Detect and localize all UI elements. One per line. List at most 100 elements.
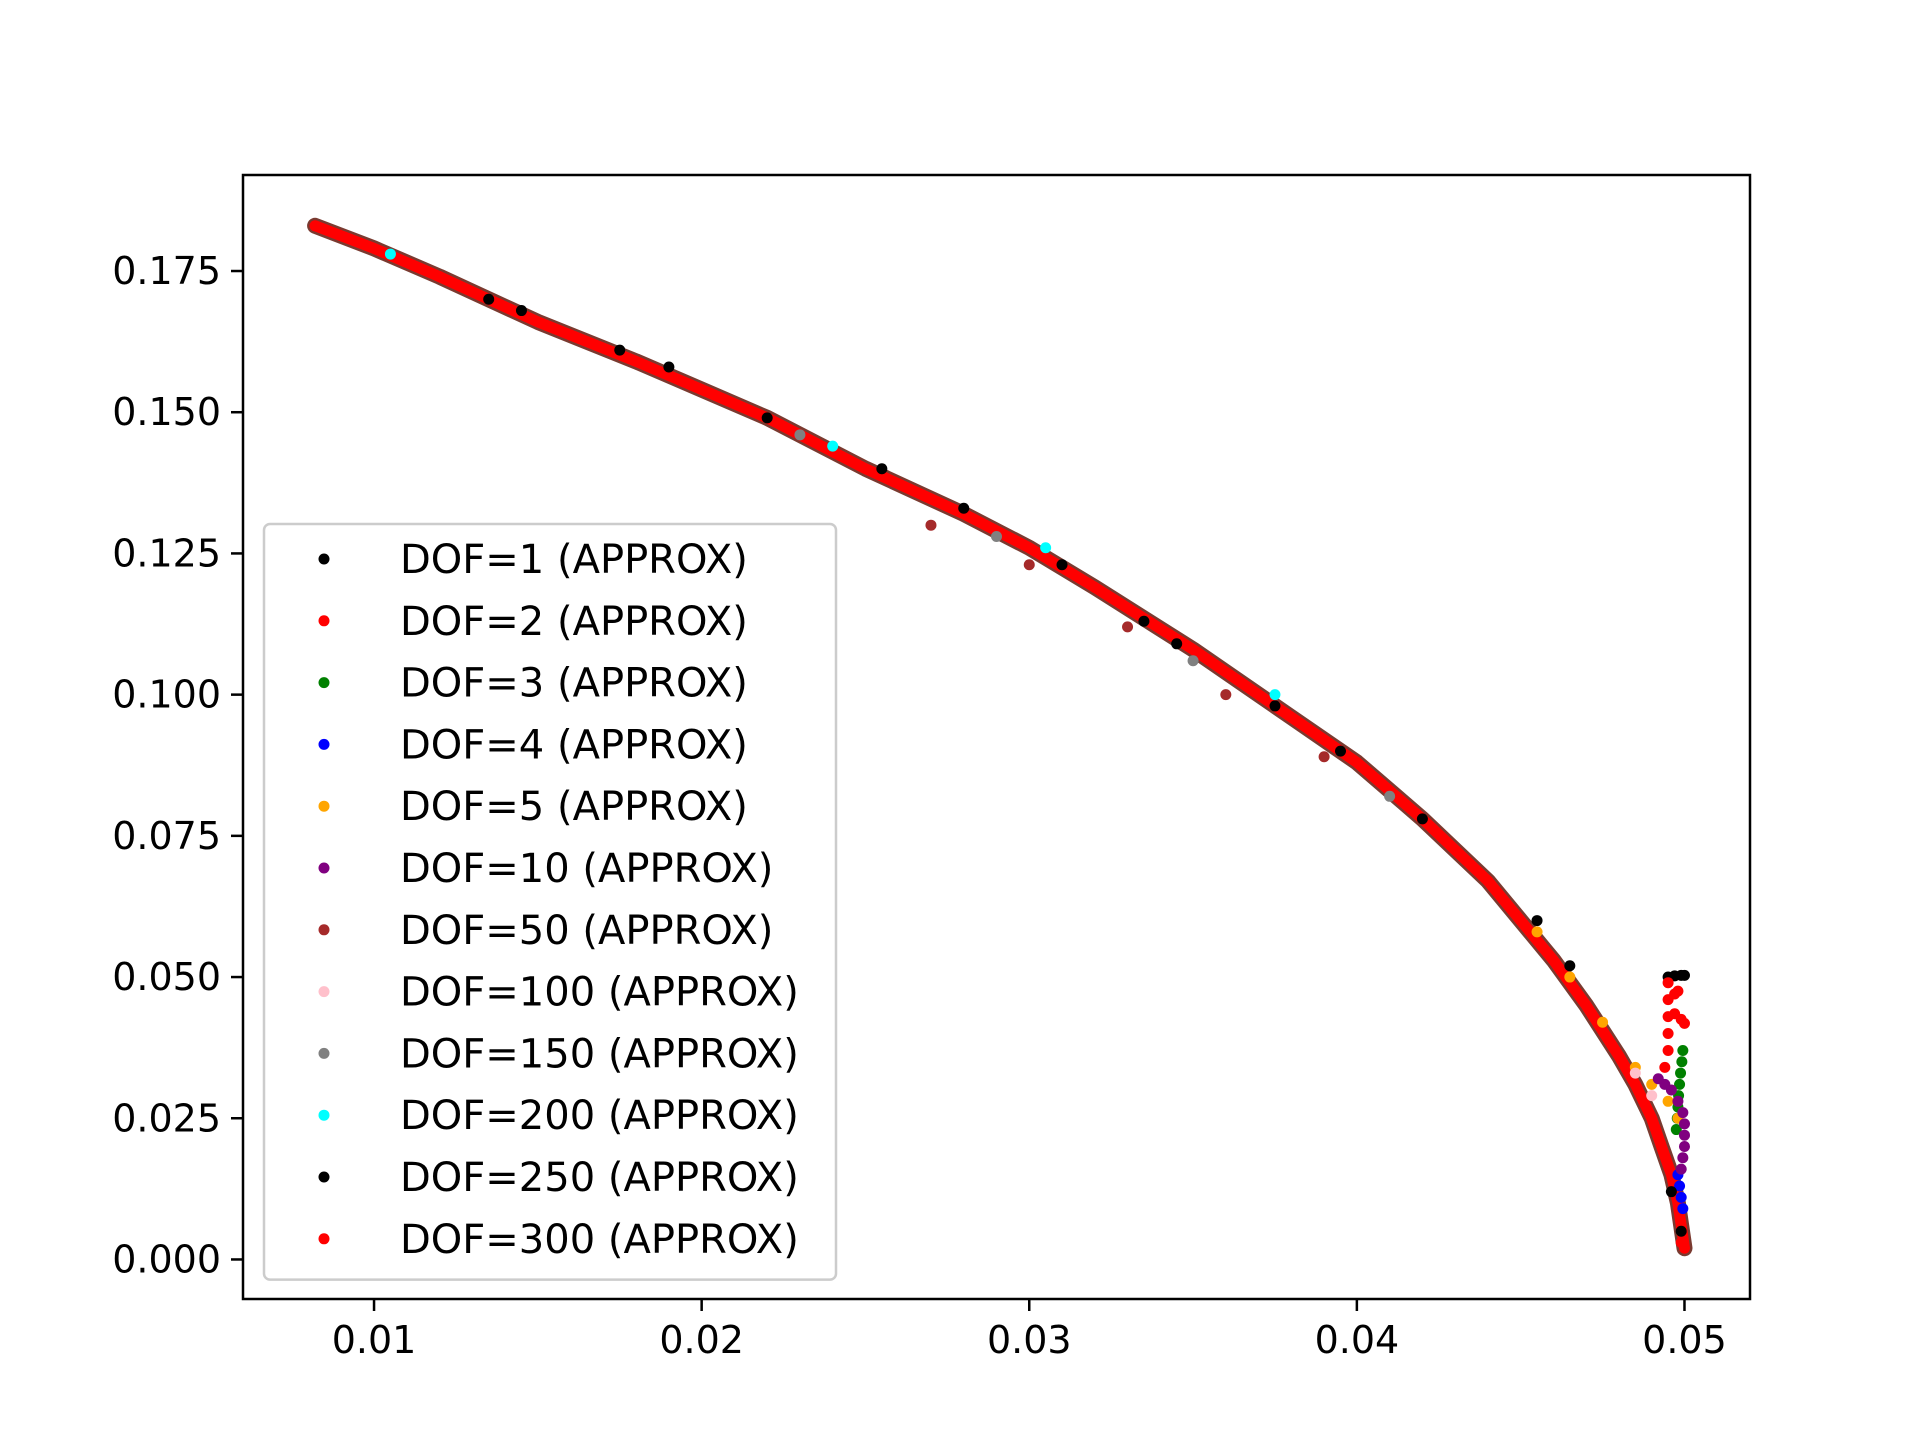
y-tick-label-5: 0.125: [112, 531, 221, 575]
x-tick-label-3: 0.04: [1315, 1318, 1400, 1362]
legend-label-9: DOF=200 (APPROX): [400, 1093, 799, 1139]
point-5-4: [1677, 1107, 1689, 1119]
point-4-0: [1531, 926, 1543, 938]
legend-marker-6: [318, 924, 330, 936]
point-6-4: [1318, 751, 1330, 763]
point-5-9: [1675, 1163, 1687, 1175]
x-tick-label-1: 0.02: [659, 1318, 744, 1362]
series-6: [925, 519, 1330, 763]
point-11-1: [434, 271, 446, 283]
point-9-3: [1269, 689, 1281, 701]
point-2-7: [1670, 1124, 1682, 1136]
point-1-10: [1672, 985, 1684, 997]
legend-marker-0: [318, 553, 330, 565]
point-9-2: [1040, 542, 1052, 554]
point-11-2: [696, 384, 708, 396]
point-5-3: [1672, 1095, 1684, 1107]
series-0: [483, 293, 1690, 983]
point-1-4: [1662, 1044, 1674, 1056]
y-tick-label-3: 0.075: [112, 814, 221, 858]
point-11-3: [1089, 581, 1101, 593]
point-5-2: [1665, 1084, 1677, 1096]
point-10-7: [1675, 1225, 1687, 1237]
legend-label-0: DOF=1 (APPROX): [400, 537, 748, 583]
point-2-2: [1675, 1067, 1687, 1079]
point-10-6: [1665, 1186, 1677, 1198]
point-9-0: [384, 248, 396, 260]
x-tick-label-4: 0.05: [1642, 1318, 1727, 1362]
point-0-12: [1678, 969, 1690, 981]
y-axis: 0.000 0.025 0.050 0.075 0.100 0.125 0.150 0.175: [112, 249, 243, 1281]
y-tick-label-1: 0.025: [112, 1096, 221, 1140]
legend-marker-5: [318, 862, 330, 874]
point-7-0: [1629, 1067, 1641, 1079]
axes-frame: [241, 173, 1752, 1301]
point-0-3: [876, 463, 888, 475]
point-3-1: [1674, 1180, 1686, 1192]
series-9: [384, 248, 1281, 701]
point-2-1: [1676, 1056, 1688, 1068]
plot-area: [307, 217, 1693, 1257]
point-1-5: [1659, 1061, 1671, 1073]
legend-marker-8: [318, 1047, 330, 1059]
point-10-0: [515, 305, 527, 317]
legend-label-8: DOF=150 (APPROX): [400, 1031, 799, 1077]
series-10: [515, 305, 1687, 1237]
point-10-5: [1564, 960, 1576, 972]
point-10-2: [958, 502, 970, 514]
point-8-2: [1187, 655, 1199, 667]
point-0-1: [614, 344, 626, 356]
point-1-3: [1662, 1028, 1674, 1040]
legend-label-11: DOF=300 (APPROX): [400, 1217, 799, 1263]
series-1: [1659, 977, 1690, 1073]
point-6-2: [1122, 621, 1134, 633]
point-11-0: [309, 220, 321, 232]
point-6-3: [1220, 689, 1232, 701]
point-7-1: [1646, 1090, 1658, 1102]
point-0-8: [1531, 915, 1543, 927]
point-9-1: [827, 440, 839, 452]
point-4-2: [1597, 1016, 1609, 1028]
point-6-1: [1023, 559, 1035, 571]
curve-dof-300: [309, 220, 1690, 1254]
legend-marker-11: [318, 1233, 330, 1245]
point-5-8: [1677, 1152, 1689, 1164]
point-8-3: [1384, 790, 1396, 802]
point-11-5: [1675, 1237, 1687, 1249]
point-4-5: [1662, 1095, 1674, 1107]
point-3-3: [1677, 1203, 1689, 1215]
point-1-0: [1662, 977, 1674, 989]
legend-marker-3: [318, 738, 330, 750]
legend-box: [262, 522, 838, 1281]
point-0-0: [483, 293, 495, 305]
point-1-8: [1678, 1017, 1690, 1029]
point-2-0: [1677, 1044, 1689, 1056]
y-tick-label-2: 0.050: [112, 955, 221, 999]
series-11: [309, 220, 1687, 1249]
legend-label-2: DOF=3 (APPROX): [400, 661, 748, 707]
x-tick-label-2: 0.03: [987, 1318, 1072, 1362]
legend-marker-1: [318, 615, 330, 627]
point-0-2: [663, 361, 675, 373]
point-8-0: [794, 429, 806, 441]
point-5-7: [1678, 1140, 1690, 1152]
point-10-3: [1138, 615, 1150, 627]
y-tick-label-6: 0.150: [112, 390, 221, 434]
point-4-1: [1564, 971, 1576, 983]
legend-marker-7: [318, 986, 330, 998]
legend-marker-10: [318, 1171, 330, 1183]
point-0-5: [1171, 638, 1183, 650]
legend-marker-2: [318, 677, 330, 689]
point-10-4: [1334, 745, 1346, 757]
legend-label-3: DOF=4 (APPROX): [400, 722, 748, 768]
legend-label-5: DOF=10 (APPROX): [400, 846, 773, 892]
point-0-4: [1056, 559, 1068, 571]
legend-label-1: DOF=2 (APPROX): [400, 599, 748, 645]
y-tick-label-0: 0.000: [112, 1237, 221, 1281]
legend: DOF=1 (APPROX) DOF=2 (APPROX) DOF=3 (APPRO…: [262, 522, 838, 1281]
legend-marker-4: [318, 800, 330, 812]
series-5: [1652, 1073, 1690, 1175]
point-5-6: [1678, 1129, 1690, 1141]
legend-marker-9: [318, 1109, 330, 1121]
